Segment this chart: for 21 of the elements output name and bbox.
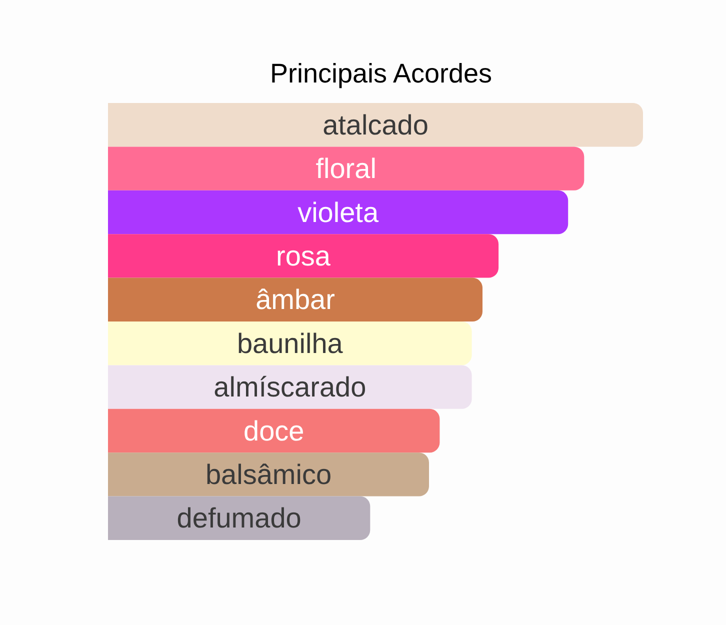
bar: [108, 190, 568, 234]
bar: [108, 234, 499, 278]
bar: [108, 103, 643, 147]
bar: [108, 278, 482, 322]
bar: [108, 452, 429, 496]
bar: [108, 322, 472, 366]
y-tick-label: baunilha: [236, 328, 344, 359]
y-tick-label: âmbar: [256, 284, 335, 316]
y-tick-label: atalcado: [322, 109, 428, 140]
bar: [108, 146, 584, 190]
y-tick-label: defumado: [176, 502, 302, 534]
y-tick-label: doce: [243, 415, 304, 446]
y-tick-label: almíscarado: [214, 372, 366, 403]
bar: [108, 365, 472, 409]
chart-title: Principais Acordes: [270, 58, 492, 88]
y-tick-label: balsâmico: [205, 458, 332, 490]
y-tick-label: rosa: [276, 240, 331, 272]
bar: [108, 408, 440, 453]
y-tick-label: violeta: [298, 196, 379, 228]
y-tick-label: floral: [316, 153, 376, 184]
bar: [108, 496, 370, 540]
